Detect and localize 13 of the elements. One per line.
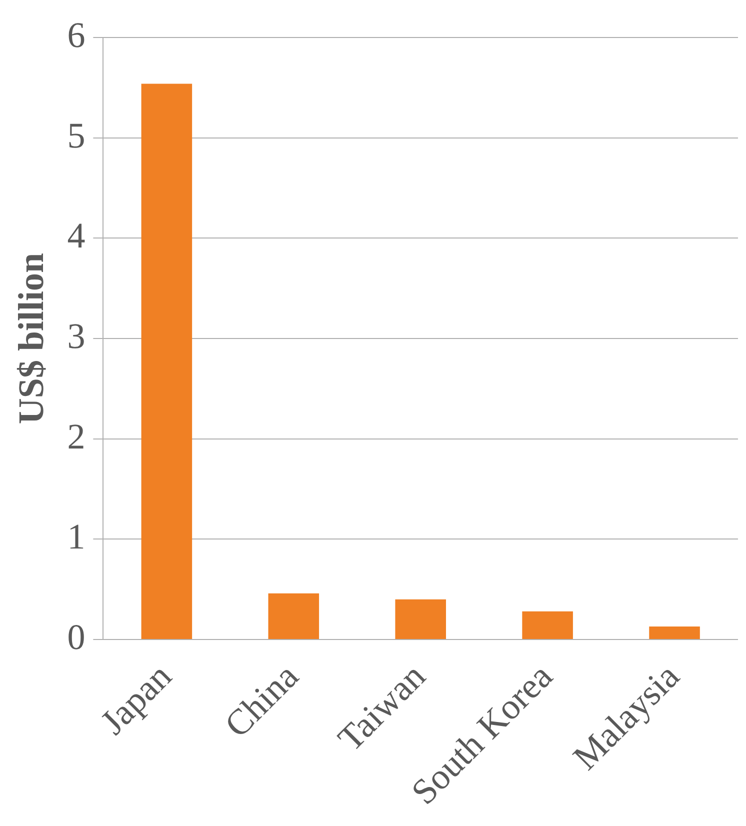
bar	[522, 611, 573, 639]
bar	[268, 593, 320, 639]
y-axis-title: US$ billion	[10, 253, 51, 424]
y-tick-label: 6	[67, 15, 86, 56]
y-tick-label: 4	[67, 216, 86, 256]
y-tick-label: 3	[67, 316, 86, 356]
y-tick-label: 0	[67, 616, 86, 657]
y-tick-label: 1	[67, 516, 86, 557]
bar	[395, 599, 446, 639]
bar	[649, 626, 700, 639]
bar	[141, 84, 192, 639]
y-tick-label: 2	[67, 416, 86, 456]
y-tick-label: 5	[67, 115, 86, 156]
